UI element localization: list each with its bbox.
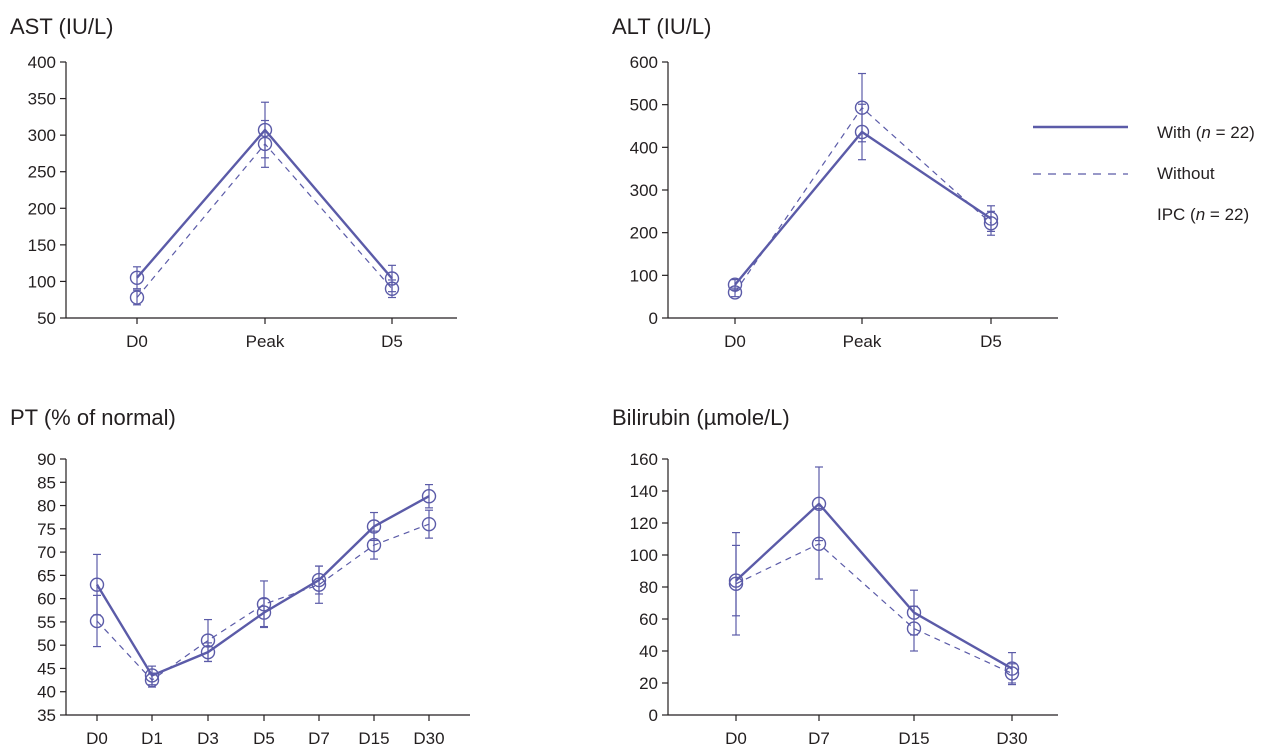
y-tick-label: 200 — [28, 199, 56, 218]
y-tick-label: 350 — [28, 90, 56, 109]
x-tick-label: D15 — [898, 729, 929, 746]
data-point-without-ipc — [1004, 666, 1020, 681]
x-tick-label: D0 — [724, 332, 746, 351]
y-tick-label: 35 — [37, 706, 56, 725]
series-line-without-ipc — [734, 106, 992, 293]
x-tick-label: D30 — [996, 729, 1027, 746]
data-point-without-ipc — [311, 577, 327, 592]
x-tick-label: Peak — [843, 332, 882, 351]
y-tick-label: 40 — [639, 642, 658, 661]
x-tick-label: D7 — [808, 729, 830, 746]
data-point-without-ipc — [200, 633, 216, 648]
y-tick-label: 20 — [639, 674, 658, 693]
x-tick-label: D3 — [197, 729, 219, 746]
x-tick-label: D0 — [725, 729, 747, 746]
y-tick-label: 140 — [630, 482, 658, 501]
data-point-without-ipc — [854, 100, 870, 115]
series-line-without-ipc — [96, 523, 430, 681]
data-point-with-ipc — [421, 489, 437, 504]
data-point-with-ipc — [129, 270, 145, 285]
data-point-without-ipc — [366, 537, 382, 553]
chart-title-bilirubin: Bilirubin (µmole/L) — [612, 405, 790, 430]
y-tick-label: 120 — [630, 514, 658, 533]
y-tick-label: 0 — [649, 309, 658, 328]
data-point-without-ipc — [257, 136, 273, 152]
chart-title-alt: ALT (IU/L) — [612, 14, 712, 39]
x-tick-label: D1 — [141, 729, 163, 746]
y-tick-label: 65 — [37, 566, 56, 585]
y-tick-label: 80 — [639, 578, 658, 597]
y-tick-label: 45 — [37, 659, 56, 678]
y-tick-label: 60 — [639, 610, 658, 629]
series-line-without-ipc — [735, 543, 1013, 674]
y-tick-label: 160 — [630, 450, 658, 469]
y-tick-label: 400 — [28, 53, 56, 72]
data-point-without-ipc — [983, 216, 999, 231]
y-tick-label: 400 — [630, 138, 658, 157]
data-point-without-ipc — [727, 285, 743, 300]
data-point-without-ipc — [89, 613, 105, 629]
y-tick-label: 200 — [630, 224, 658, 243]
x-tick-label: D5 — [980, 332, 1002, 351]
chart-title-pt: PT (% of normal) — [10, 405, 176, 430]
y-tick-label: 85 — [37, 473, 56, 492]
y-tick-label: 55 — [37, 613, 56, 632]
y-tick-label: 250 — [28, 163, 56, 182]
legend-dashed-label-line1: Without — [1157, 164, 1215, 183]
data-point-without-ipc — [811, 536, 827, 551]
legend-dashed-label-line2: IPC (n = 22) — [1157, 205, 1250, 224]
y-tick-label: 0 — [649, 706, 658, 725]
data-point-without-ipc — [421, 516, 437, 532]
y-tick-label: 500 — [630, 96, 658, 115]
y-tick-label: 600 — [630, 53, 658, 72]
data-point-without-ipc — [906, 621, 922, 636]
y-tick-label: 50 — [37, 636, 56, 655]
y-tick-label: 300 — [28, 126, 56, 145]
y-tick-label: 150 — [28, 236, 56, 255]
y-tick-label: 300 — [630, 181, 658, 200]
y-tick-label: 80 — [37, 497, 56, 516]
data-point-with-ipc — [89, 577, 105, 592]
data-point-without-ipc — [129, 290, 145, 305]
y-tick-label: 60 — [37, 590, 56, 609]
x-tick-label: Peak — [246, 332, 285, 351]
y-tick-label: 75 — [37, 520, 56, 539]
data-point-without-ipc — [256, 597, 272, 612]
x-tick-label: D0 — [86, 729, 108, 746]
y-tick-label: 100 — [630, 546, 658, 565]
data-point-without-ipc — [144, 672, 160, 688]
series-line-with-ipc — [735, 502, 1013, 670]
y-tick-label: 100 — [28, 272, 56, 291]
chart-title-ast: AST (IU/L) — [10, 14, 114, 39]
y-tick-label: 100 — [630, 266, 658, 285]
data-point-without-ipc — [384, 281, 400, 296]
legend-solid-label: With (n = 22) — [1157, 123, 1255, 142]
x-tick-label: D7 — [308, 729, 330, 746]
series-line-with-ipc — [734, 130, 992, 286]
y-tick-label: 40 — [37, 683, 56, 702]
y-tick-label: 70 — [37, 543, 56, 562]
x-tick-label: D30 — [413, 729, 444, 746]
data-point-without-ipc — [728, 576, 744, 591]
y-tick-label: 90 — [37, 450, 56, 469]
x-tick-label: D0 — [126, 332, 148, 351]
x-tick-label: D5 — [253, 729, 275, 746]
x-tick-label: D15 — [358, 729, 389, 746]
y-tick-label: 50 — [37, 309, 56, 328]
x-tick-label: D5 — [381, 332, 403, 351]
